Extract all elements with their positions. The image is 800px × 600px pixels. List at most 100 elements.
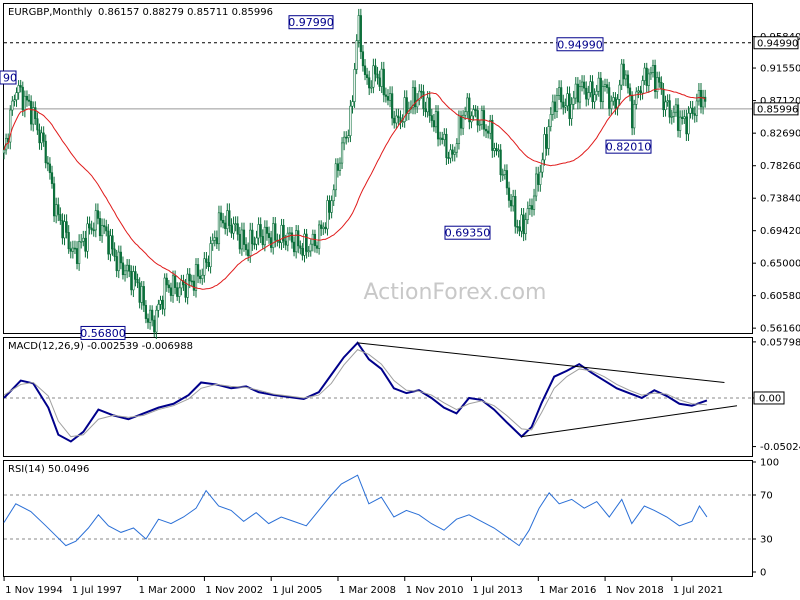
- candle-body: [318, 224, 321, 249]
- candle-body: [570, 103, 573, 119]
- x-tick-label: 1 Mar 2016: [539, 585, 596, 596]
- candle-body: [21, 86, 24, 111]
- candle-body: [543, 134, 546, 161]
- candle-body: [9, 109, 12, 143]
- candle-body: [190, 280, 193, 283]
- candle-body: [353, 69, 356, 102]
- candle-body: [338, 162, 342, 171]
- candle-body: [370, 86, 373, 89]
- rsi-series: [3, 474, 708, 547]
- candle-body: [153, 319, 156, 333]
- candle-body: [232, 223, 235, 234]
- candle-body: [65, 221, 68, 233]
- price-axis-marker: [753, 102, 799, 116]
- candle-body: [196, 264, 200, 277]
- candle-body: [132, 271, 135, 291]
- candle-body: [624, 74, 627, 80]
- candle-body: [562, 101, 565, 108]
- candle-body: [393, 117, 396, 124]
- candle-body: [286, 232, 289, 246]
- candle-body: [595, 90, 598, 96]
- candle-body: [94, 210, 97, 231]
- candle-body: [151, 309, 154, 321]
- candle-body: [574, 83, 577, 99]
- candle-body: [384, 94, 387, 97]
- candle-body: [222, 219, 225, 224]
- rsi-y-tick-label: 100: [760, 458, 779, 469]
- candle-body: [583, 81, 586, 89]
- candle-body: [453, 151, 456, 155]
- candle-body: [17, 85, 20, 93]
- candle-body: [633, 104, 636, 129]
- candle-body: [420, 90, 423, 93]
- price-y-tick-label: 0.65000: [760, 259, 800, 270]
- candle-body: [109, 235, 112, 255]
- price-callout-0.69350: 0.69350: [444, 225, 491, 240]
- macd-axis-marker: [753, 391, 785, 405]
- candle-body: [526, 208, 529, 220]
- candle-body: [96, 210, 100, 219]
- candle-body: [288, 232, 291, 235]
- candle-body: [439, 137, 442, 140]
- candle-body: [209, 243, 212, 268]
- candle-body: [80, 241, 83, 243]
- candle-body: [645, 67, 648, 86]
- candle-body: [324, 226, 327, 230]
- candle-body: [340, 142, 344, 164]
- candle-body: [219, 212, 223, 221]
- candle-body: [86, 223, 89, 252]
- candle-body: [121, 262, 125, 276]
- candle-body: [647, 73, 650, 86]
- candle-body: [257, 224, 260, 239]
- price-y-tick-label: 0.82690: [760, 129, 800, 140]
- candle-body: [464, 111, 467, 116]
- candle-body: [142, 286, 145, 306]
- candle-body: [44, 140, 47, 164]
- candle-body: [130, 270, 133, 291]
- callout-box: [0, 70, 17, 85]
- candle-body: [514, 196, 517, 227]
- price-axis-marker-label: 0.94990: [757, 38, 798, 49]
- candle-body: [261, 236, 264, 246]
- candle-body: [676, 104, 680, 131]
- candle-body: [148, 309, 152, 323]
- price-panel-frame: [3, 3, 753, 334]
- candle-body: [63, 221, 66, 239]
- callout-label: 0.97990: [288, 16, 334, 29]
- candle-body: [23, 95, 26, 111]
- candle-body: [693, 113, 696, 116]
- candle-body: [685, 116, 688, 135]
- candle-body: [610, 100, 613, 109]
- candle-body: [401, 121, 404, 123]
- candle-body: [92, 229, 95, 232]
- candle-body: [82, 237, 85, 242]
- candle-body: [701, 96, 705, 108]
- candle-body: [566, 93, 569, 107]
- candle-body: [674, 104, 678, 113]
- axes: 0.958400.915500.871200.826900.782600.738…: [3, 32, 800, 596]
- candle-body: [67, 232, 70, 250]
- price-y-tick-label: 0.60580: [760, 291, 800, 302]
- candle-body: [480, 110, 483, 125]
- candle-body: [568, 93, 571, 119]
- candle-body: [171, 275, 175, 296]
- macd-header: MACD(12,26,9) -0.002539 -0.006988: [8, 341, 193, 352]
- candle-body: [436, 111, 440, 140]
- candle-body: [411, 87, 415, 108]
- callout-box: [605, 139, 652, 154]
- candle-body: [441, 137, 444, 140]
- macd-y-tick-label: -0.050241: [760, 442, 800, 453]
- candle-body: [451, 149, 454, 155]
- candle-body: [591, 81, 594, 103]
- candle-body: [334, 163, 337, 191]
- x-tick-label: 1 Nov 2002: [205, 585, 263, 596]
- callout-label: 0.56800: [80, 327, 126, 340]
- candle-body: [512, 196, 515, 207]
- candle-body: [351, 101, 354, 107]
- candle-body: [549, 114, 552, 127]
- candle-body: [653, 65, 657, 92]
- price-callout-0.56800: 0.56800: [80, 325, 126, 340]
- candle-body: [572, 97, 575, 105]
- candle-body: [368, 77, 371, 89]
- candle-body: [128, 264, 131, 272]
